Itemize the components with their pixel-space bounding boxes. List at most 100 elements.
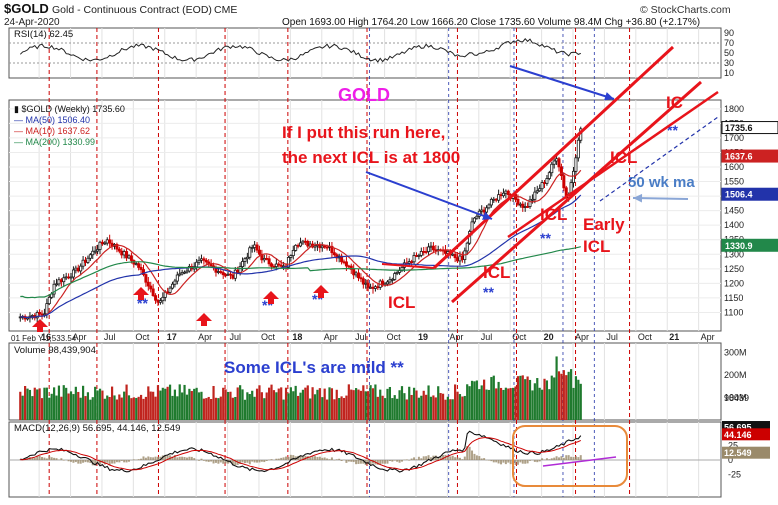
- volume-bar: [367, 391, 369, 420]
- volume-bar: [449, 399, 451, 420]
- macd-histogram-bar: [312, 456, 314, 460]
- macd-histogram-bar: [246, 460, 248, 463]
- price-candle-body: [58, 280, 60, 284]
- macd-histogram-bar: [515, 460, 517, 465]
- volume-bar: [116, 400, 118, 420]
- volume-bar: [256, 389, 258, 420]
- macd-histogram-bar: [179, 457, 181, 460]
- volume-bar: [123, 392, 125, 420]
- stars-2019: **: [483, 284, 494, 300]
- x-tick-label: Jul: [481, 332, 493, 342]
- volume-bar: [39, 388, 41, 420]
- macd-histogram-bar: [140, 459, 142, 460]
- volume-bar: [401, 386, 403, 420]
- price-candle-body: [418, 255, 420, 256]
- price-candle-body: [502, 193, 504, 195]
- x-tick-label: Jul: [606, 332, 618, 342]
- macd-histogram-bar: [256, 460, 258, 463]
- volume-bar: [65, 388, 67, 420]
- macd-histogram-bar: [394, 460, 396, 461]
- rsi-tick-label: 10: [724, 68, 734, 78]
- macd-histogram-bar: [60, 458, 62, 460]
- price-candle-body: [183, 272, 185, 273]
- volume-bar: [488, 390, 490, 420]
- price-candle-body: [394, 274, 396, 280]
- macd-histogram-bar: [126, 460, 128, 462]
- macd-histogram-bar: [321, 458, 323, 460]
- macd-histogram-bar: [469, 447, 471, 460]
- volume-bar: [394, 395, 396, 420]
- macd-histogram-bar: [473, 454, 475, 460]
- volume-bar: [215, 398, 217, 420]
- x-tick-label: Oct: [638, 332, 653, 342]
- volume-bar: [408, 387, 410, 420]
- macd-histogram-bar: [502, 460, 504, 463]
- price-candle-body: [104, 243, 106, 244]
- price-candle-body: [128, 256, 130, 258]
- macd-histogram-bar: [123, 460, 125, 462]
- volume-bar: [212, 386, 214, 420]
- macd-histogram-bar: [556, 456, 558, 460]
- x-tick-label: Apr: [575, 332, 589, 342]
- price-candle-body: [459, 256, 461, 261]
- price-candle-body: [483, 210, 485, 212]
- volume-bar: [26, 389, 28, 420]
- volume-bar: [232, 398, 234, 420]
- volume-bar: [111, 387, 113, 420]
- volume-bar: [186, 395, 188, 420]
- volume-bar: [31, 396, 33, 420]
- volume-bar: [432, 395, 434, 420]
- price-candle-body: [546, 179, 548, 184]
- volume-bar: [254, 397, 256, 420]
- volume-bar: [104, 399, 106, 420]
- price-tick-label: 1400: [724, 220, 744, 230]
- price-candle-body: [169, 288, 171, 292]
- x-tick-label: Jul: [104, 332, 116, 342]
- macd-histogram-bar: [471, 451, 473, 460]
- price-candle-body: [225, 275, 227, 276]
- volume-bar: [406, 399, 408, 420]
- volume-bar: [321, 397, 323, 420]
- macd-histogram-bar: [181, 457, 183, 460]
- macd-histogram-bar: [53, 458, 55, 460]
- volume-bar: [94, 387, 96, 420]
- macd-histogram-bar: [184, 457, 186, 460]
- macd-histogram-bar: [341, 460, 343, 461]
- price-candle-body: [205, 260, 207, 262]
- macd-histogram-bar: [382, 460, 384, 464]
- price-candle-body: [266, 258, 268, 259]
- macd-histogram-bar: [188, 457, 190, 460]
- volume-bar: [362, 385, 364, 420]
- macd-histogram-bar: [142, 456, 144, 460]
- early-icl-line1: Early: [583, 215, 625, 234]
- volume-bar: [241, 389, 243, 420]
- volume-bar: [113, 395, 115, 420]
- volume-bar: [135, 398, 137, 420]
- price-candle-body: [145, 275, 147, 283]
- volume-bar: [268, 388, 270, 420]
- macd-histogram-bar: [575, 456, 577, 460]
- macd-histogram-bar: [357, 460, 359, 464]
- volume-tick-label: 200M: [724, 370, 747, 380]
- volume-bar: [565, 375, 567, 420]
- volume-bar: [261, 392, 263, 420]
- macd-histogram-bar: [128, 460, 130, 462]
- volume-bar: [92, 397, 94, 420]
- macd-histogram-bar: [481, 458, 483, 460]
- price-candle-body: [357, 273, 359, 278]
- price-candle-body: [130, 256, 132, 261]
- price-candle-body: [249, 248, 251, 257]
- volume-bar: [369, 385, 371, 420]
- price-candle-body: [490, 199, 492, 205]
- price-candle-body: [280, 265, 282, 266]
- price-candle-body: [273, 266, 275, 267]
- volume-bar: [435, 397, 437, 420]
- macd-histogram-bar: [111, 460, 113, 464]
- price-candle-body: [89, 255, 91, 259]
- macd-histogram-bar: [510, 460, 512, 464]
- price-candle-body: [87, 258, 89, 262]
- macd-histogram-bar: [222, 460, 224, 464]
- volume-bar: [200, 392, 202, 420]
- price-candle-body: [577, 140, 579, 158]
